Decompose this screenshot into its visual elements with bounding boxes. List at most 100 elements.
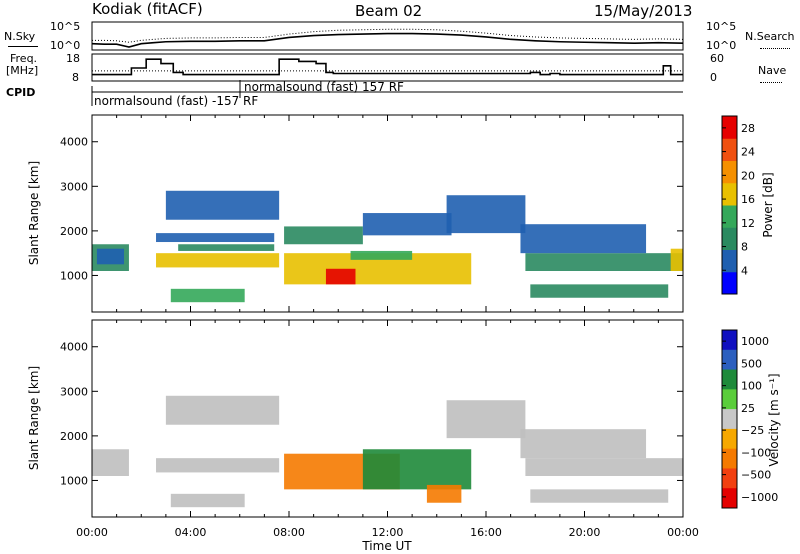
velocity-scatter [92, 395, 683, 508]
nsearch-label: N.Search [745, 30, 795, 43]
freq-series-line [92, 58, 683, 76]
freq-label-line1: Freq. [10, 52, 38, 65]
velocity-colorbar-frame [721, 329, 738, 509]
power-colorbar-tick-label-3: 16 [741, 193, 755, 206]
power-colorbar-tick-label-1: 8 [741, 241, 748, 254]
velocity-panel: 1000 2000 3000 4000 00:00 04:00 08:00 12:00 16:… [27, 319, 699, 553]
power-band-8 [325, 268, 356, 285]
power-colorbar-tick-label-5: 24 [741, 146, 755, 159]
velocity-colorbar-tick-label-7: −1000 [741, 491, 778, 504]
power-colorbar-tick-label-6: 28 [741, 122, 755, 135]
y-tick-label-2: 3000 [60, 385, 88, 398]
velocity-yticks: 1000 2000 3000 4000 [60, 341, 683, 487]
velocity-ylabel: Slant Range [km] [27, 366, 41, 470]
velocity-band-8 [525, 458, 683, 476]
velocity-band-9 [530, 489, 669, 503]
power-band-2 [156, 253, 280, 268]
velocity-colorbar-segment-2 [722, 369, 737, 390]
nave-label: Nave [758, 64, 787, 77]
y-tick-label-3: 4000 [60, 136, 88, 149]
power-band-9 [350, 250, 413, 260]
power-panel: 1000 2000 3000 4000 Slant Range [km] [27, 114, 684, 313]
power-band-10 [284, 226, 363, 245]
freq-tick-bottom: 8 [72, 71, 79, 84]
y-tick-label-1: 2000 [60, 225, 88, 238]
freq-label-line2: [MHz] [6, 64, 39, 77]
power-band-5 [165, 190, 280, 220]
noise-tick-bottom-right: 10^0 [706, 39, 736, 52]
station-title: Kodiak (fitACF) [92, 0, 203, 18]
power-band-12 [446, 195, 526, 234]
nave-tick-bottom: 0 [710, 71, 717, 84]
power-band-13 [525, 253, 683, 271]
cpid-mode-2: normalsound (fast) 157 RF [244, 80, 404, 94]
power-colorbar-segment-6 [722, 138, 737, 161]
power-colorbar-segment-7 [722, 116, 737, 139]
power-band-16 [670, 248, 683, 271]
power-band-3 [178, 244, 275, 251]
velocity-colorbar-segment-5 [722, 428, 737, 450]
power-xticks [91, 115, 684, 312]
x-tick-label-3: 12:00 [372, 526, 404, 539]
date-title: 15/May/2013 [594, 2, 693, 20]
x-tick-label-4: 16:00 [470, 526, 502, 539]
velocity-band-0 [92, 449, 129, 476]
power-band-6 [170, 288, 245, 303]
velocity-colorbar-segment-4 [722, 409, 737, 430]
velocity-band-10 [520, 429, 647, 459]
nsky-label: N.Sky [4, 30, 36, 43]
velocity-band-2 [170, 493, 245, 508]
velocity-band-6 [426, 484, 462, 503]
power-band-11 [362, 213, 452, 236]
velocity-colorbar-tick-label-1: 500 [741, 357, 762, 370]
x-tick-label-1: 04:00 [175, 526, 207, 539]
x-tick-label-0: 00:00 [76, 526, 108, 539]
nsky-legend-line [8, 46, 38, 47]
velocity-band-3 [165, 395, 280, 425]
velocity-band-7 [446, 400, 526, 439]
velocity-colorbar-tick-label-3: 25 [741, 402, 755, 415]
velocity-xticks: 00:00 04:00 08:00 12:00 16:00 20:00 00:00 [76, 320, 699, 539]
y-tick-label-2: 3000 [60, 180, 88, 193]
power-ylabel: Slant Range [km] [27, 161, 41, 265]
velocity-colorbar-segment-3 [722, 389, 737, 410]
time-axis-label: Time UT [361, 539, 412, 553]
power-colorbar-tick-label-4: 20 [741, 169, 755, 182]
noise-panel: 10^5 10^0 10^5 10^0 [50, 20, 736, 52]
cpid-label: CPID [6, 86, 36, 99]
noise-tick-top-right: 10^5 [706, 20, 736, 33]
velocity-band-1 [156, 458, 280, 473]
noise-tick-bottom-left: 10^0 [50, 39, 80, 52]
velocity-colorbar-tick-label-5: −100 [741, 446, 771, 459]
power-colorbar-segment-3 [722, 205, 737, 228]
power-band-4 [156, 233, 275, 243]
power-band-15 [530, 284, 669, 298]
power-colorbar: 4 8 12 16 20 24 28 Power [dB] [721, 115, 775, 295]
velocity-colorbar-label: Velocity [m s⁻¹] [767, 373, 781, 466]
power-yticks: 1000 2000 3000 4000 [60, 136, 683, 282]
velocity-colorbar-tick-label-0: 1000 [741, 335, 769, 348]
velocity-colorbar-segment-0 [722, 330, 737, 351]
cpid-mode-1: normalsound (fast) -157 RF [94, 94, 259, 108]
velocity-colorbar-tick-label-6: −500 [741, 469, 771, 482]
power-colorbar-segment-5 [722, 160, 737, 184]
velocity-colorbar-segment-8 [722, 488, 737, 509]
y-tick-label-0: 1000 [60, 474, 88, 487]
nsearch-legend-line [760, 48, 790, 49]
y-tick-label-1: 2000 [60, 430, 88, 443]
y-tick-label-0: 1000 [60, 269, 88, 282]
power-colorbar-tick-label-0: 4 [741, 264, 748, 277]
x-tick-label-2: 08:00 [273, 526, 305, 539]
power-scatter [92, 190, 683, 303]
freq-frame [91, 53, 684, 82]
y-tick-label-3: 4000 [60, 341, 88, 354]
velocity-colorbar-segment-7 [722, 468, 737, 489]
x-tick-label-6: 00:00 [667, 526, 699, 539]
velocity-colorbar-tick-label-2: 100 [741, 380, 762, 393]
power-band-1 [96, 248, 125, 265]
power-colorbar-tick-label-2: 12 [741, 217, 755, 230]
freq-tick-top: 18 [66, 52, 80, 65]
power-colorbar-label: Power [dB] [761, 172, 775, 237]
nave-tick-top: 60 [710, 52, 724, 65]
